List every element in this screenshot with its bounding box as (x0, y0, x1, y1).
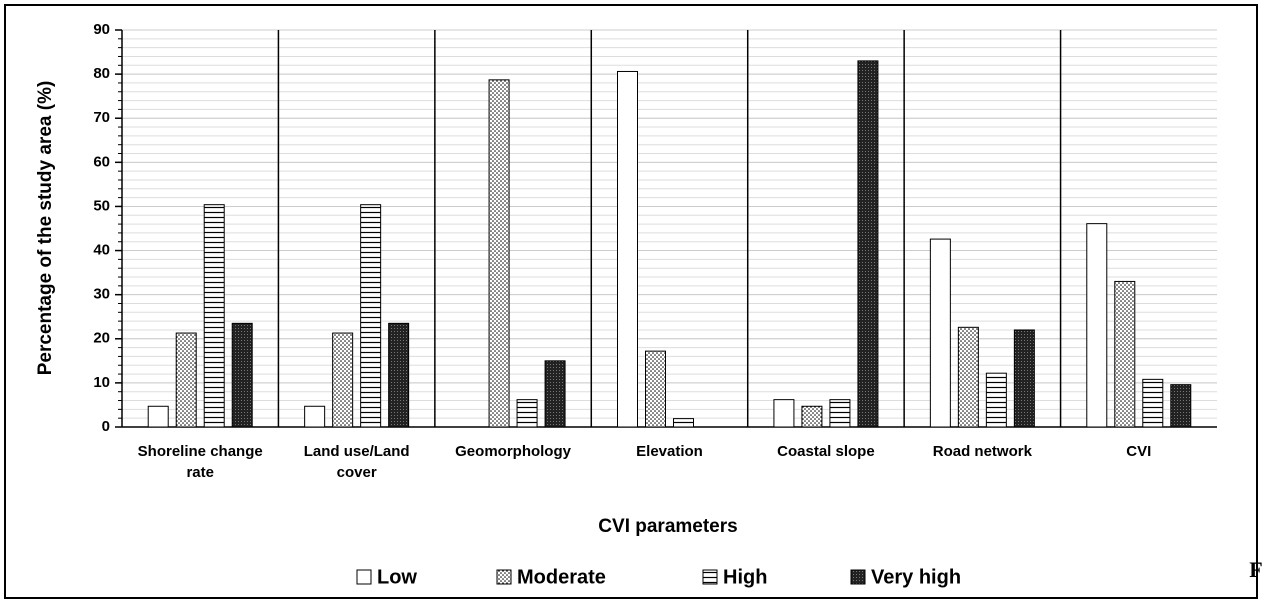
x-tick-label: Coastal slope (777, 443, 875, 460)
bar (203, 204, 225, 428)
bar (617, 70, 638, 428)
bar (544, 360, 566, 428)
legend-swatch (850, 569, 866, 585)
legend-label: High (723, 566, 767, 588)
bar (488, 79, 510, 428)
legend-swatch (356, 569, 372, 585)
bar (516, 399, 538, 428)
legend-swatch (496, 569, 512, 585)
bar (929, 238, 951, 428)
bar (332, 332, 354, 428)
x-tick-label: Land use/Land cover (303, 443, 410, 481)
bar (829, 399, 851, 428)
bar (1170, 384, 1192, 428)
y-tick-label: 70 (93, 109, 110, 126)
bar (304, 405, 326, 428)
x-tick-label: Shoreline change rate (137, 443, 263, 481)
bar (1086, 223, 1108, 428)
y-tick-label: 50 (93, 197, 110, 214)
x-tick-label: Road network (932, 443, 1032, 460)
legend-label: Low (377, 566, 417, 588)
y-tick-label: 40 (93, 242, 110, 259)
y-tick-label: 90 (93, 21, 110, 38)
legend-label: Moderate (517, 566, 606, 588)
bar (857, 60, 879, 428)
bar (1142, 378, 1164, 428)
y-tick-label: 0 (102, 418, 110, 435)
legend-label: Very high (871, 566, 961, 588)
bar (645, 350, 666, 428)
bar (360, 204, 382, 428)
legend-swatch (702, 569, 718, 585)
y-tick-label: 80 (93, 65, 110, 82)
bar (1114, 280, 1136, 428)
bar (388, 322, 410, 428)
x-axis-title: CVI parameters (598, 516, 737, 537)
bar (773, 399, 795, 428)
y-tick-label: 60 (93, 153, 110, 170)
x-tick-label: Geomorphology (455, 443, 571, 460)
bar (957, 326, 979, 428)
bar (673, 418, 694, 428)
y-tick-label: 20 (93, 330, 110, 347)
x-tick-label: Elevation (636, 443, 703, 460)
x-tick-label: CVI (1126, 443, 1152, 460)
bar (985, 372, 1007, 428)
y-axis-title: Percentage of the study area (%) (35, 81, 56, 376)
bar (231, 322, 253, 428)
annotation: F (1249, 557, 1262, 582)
y-tick-label: 30 (93, 286, 110, 303)
bar (1013, 329, 1035, 428)
chart-border (4, 4, 1258, 599)
bar (147, 405, 169, 428)
bar (175, 332, 197, 428)
bar (801, 405, 823, 428)
y-tick-label: 10 (93, 374, 110, 391)
